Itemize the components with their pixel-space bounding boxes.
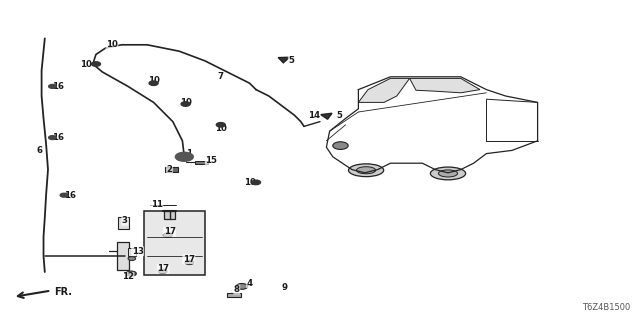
Circle shape [149, 81, 158, 85]
Bar [118, 217, 129, 229]
Text: T6Z4B1500: T6Z4B1500 [582, 303, 630, 312]
Text: 10: 10 [148, 76, 159, 84]
Circle shape [49, 136, 56, 140]
Polygon shape [321, 113, 332, 119]
Bar [227, 293, 241, 297]
Text: 2: 2 [166, 165, 173, 174]
Text: 6: 6 [36, 146, 43, 155]
Bar [128, 248, 136, 256]
Polygon shape [358, 78, 410, 102]
Circle shape [128, 257, 136, 260]
Text: 5: 5 [288, 56, 294, 65]
Text: 9: 9 [282, 284, 288, 292]
Bar [164, 211, 175, 219]
Circle shape [175, 152, 193, 161]
Circle shape [333, 142, 348, 149]
Text: 16: 16 [65, 191, 76, 200]
Text: 14: 14 [308, 111, 319, 120]
Circle shape [126, 271, 136, 276]
Text: 10: 10 [215, 124, 227, 132]
Polygon shape [278, 57, 290, 63]
Text: 15: 15 [205, 156, 217, 164]
Polygon shape [410, 78, 480, 93]
Bar [165, 167, 178, 172]
Text: 17: 17 [164, 228, 175, 236]
Bar [117, 242, 129, 270]
Ellipse shape [348, 164, 384, 177]
Text: 17: 17 [157, 264, 169, 273]
Text: 3: 3 [122, 216, 128, 225]
Text: 16: 16 [52, 133, 63, 142]
Ellipse shape [438, 170, 458, 177]
Text: 7: 7 [218, 72, 224, 81]
Circle shape [252, 180, 260, 185]
Circle shape [185, 260, 194, 265]
Text: 17: 17 [183, 255, 195, 264]
Text: 10: 10 [81, 60, 92, 68]
Text: 1: 1 [186, 149, 192, 158]
Circle shape [163, 233, 172, 237]
Text: 10: 10 [180, 98, 191, 107]
Text: 4: 4 [246, 279, 253, 288]
Text: FR.: FR. [54, 287, 72, 297]
Circle shape [216, 123, 225, 127]
Text: 8: 8 [234, 285, 240, 294]
Text: 10: 10 [106, 40, 118, 49]
Ellipse shape [430, 167, 466, 180]
Text: 13: 13 [132, 247, 143, 256]
Circle shape [236, 284, 248, 289]
Text: 16: 16 [52, 82, 63, 91]
Text: 12: 12 [122, 272, 134, 281]
Circle shape [60, 193, 68, 197]
Ellipse shape [356, 167, 376, 174]
Circle shape [49, 84, 56, 88]
Text: 10: 10 [244, 178, 255, 187]
Circle shape [158, 269, 167, 274]
Text: 5: 5 [336, 111, 342, 120]
FancyBboxPatch shape [144, 211, 205, 275]
Circle shape [181, 102, 190, 106]
Text: 11: 11 [151, 200, 163, 209]
Circle shape [92, 62, 100, 66]
Bar [195, 161, 208, 164]
